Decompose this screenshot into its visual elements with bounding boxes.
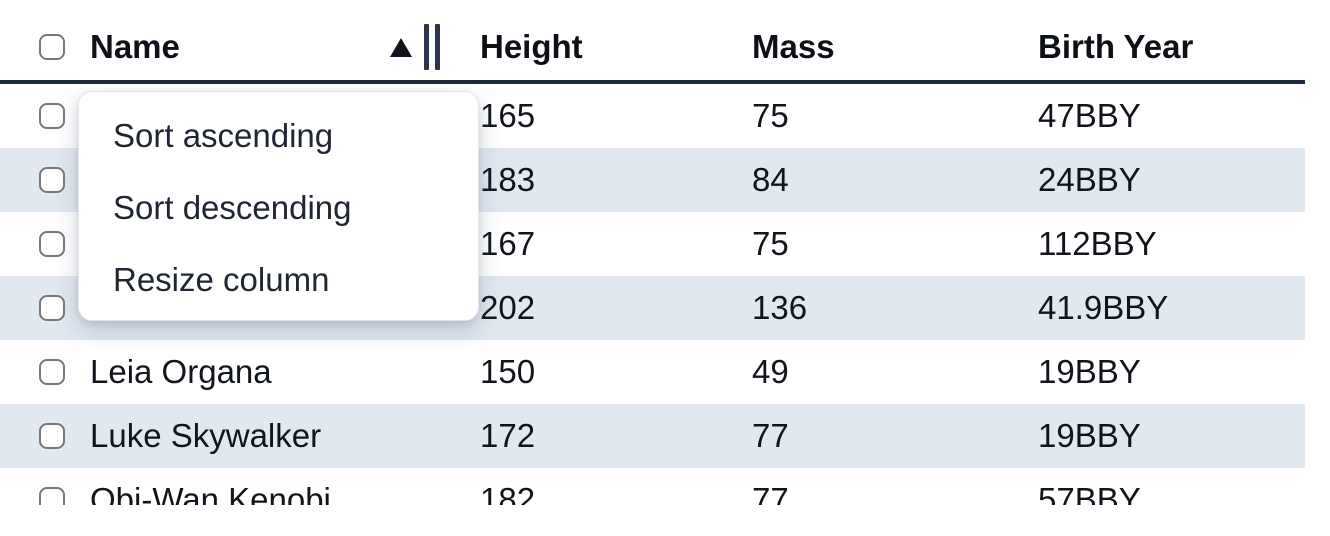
- table-row[interactable]: Leia Organa 150 49 19BBY: [0, 340, 1305, 404]
- table-row[interactable]: Luke Skywalker 172 77 19BBY: [0, 404, 1305, 468]
- cell-birth-year: 19BBY: [1038, 353, 1141, 390]
- row-checkbox[interactable]: [39, 103, 65, 129]
- row-checkbox[interactable]: [39, 359, 65, 385]
- column-resize-handle-icon[interactable]: [424, 24, 440, 70]
- cell-birth-year: 112BBY: [1038, 225, 1157, 262]
- cell-birth-year: 24BBY: [1038, 161, 1141, 198]
- select-all-checkbox[interactable]: [39, 34, 65, 60]
- cell-mass: 49: [752, 353, 789, 390]
- column-header-height[interactable]: Height: [480, 28, 752, 66]
- cell-height: 165: [480, 97, 536, 134]
- cell-height: 183: [480, 161, 536, 198]
- row-checkbox[interactable]: [39, 487, 65, 505]
- cell-birth-year: 47BBY: [1038, 97, 1141, 134]
- menu-item-sort-descending[interactable]: Sort descending: [113, 189, 352, 226]
- cell-mass: 77: [752, 417, 789, 454]
- cell-birth-year: 19BBY: [1038, 417, 1141, 454]
- column-label-mass: Mass: [752, 28, 835, 65]
- row-checkbox[interactable]: [39, 423, 65, 449]
- column-context-menu: Sort ascending Sort descending Resize co…: [78, 91, 479, 321]
- column-header-birth-year[interactable]: Birth Year: [1038, 28, 1305, 66]
- cell-height: 182: [480, 481, 536, 505]
- cell-birth-year: 57BBY: [1038, 481, 1141, 505]
- cell-name: Luke Skywalker: [90, 417, 322, 454]
- cell-mass: 77: [752, 481, 789, 505]
- column-header-mass[interactable]: Mass: [752, 28, 1038, 66]
- cell-mass: 75: [752, 225, 789, 262]
- cell-birth-year: 41.9BBY: [1038, 289, 1169, 326]
- cell-name: Obi-Wan Kenobi: [90, 481, 331, 505]
- table-row[interactable]: Obi-Wan Kenobi 182 77 57BBY: [0, 468, 1305, 505]
- row-checkbox[interactable]: [39, 295, 65, 321]
- column-label-birth-year: Birth Year: [1038, 28, 1194, 65]
- cell-height: 150: [480, 353, 536, 390]
- table-header: Name Height Mass Birth Year: [0, 0, 1305, 84]
- sort-ascending-icon: [390, 37, 412, 57]
- menu-item-resize-column[interactable]: Resize column: [113, 261, 330, 298]
- cell-height: 172: [480, 417, 536, 454]
- cell-height: 167: [480, 225, 536, 262]
- menu-item-sort-ascending[interactable]: Sort ascending: [113, 117, 334, 154]
- header-checkbox-cell: [0, 34, 90, 60]
- column-header-name[interactable]: Name: [90, 24, 480, 70]
- column-label-height: Height: [480, 28, 583, 65]
- row-checkbox[interactable]: [39, 231, 65, 257]
- cell-height: 202: [480, 289, 536, 326]
- cell-mass: 84: [752, 161, 789, 198]
- cell-mass: 136: [752, 289, 808, 326]
- cell-mass: 75: [752, 97, 789, 134]
- column-label-name: Name: [90, 28, 180, 65]
- row-checkbox[interactable]: [39, 167, 65, 193]
- cell-name: Leia Organa: [90, 353, 272, 390]
